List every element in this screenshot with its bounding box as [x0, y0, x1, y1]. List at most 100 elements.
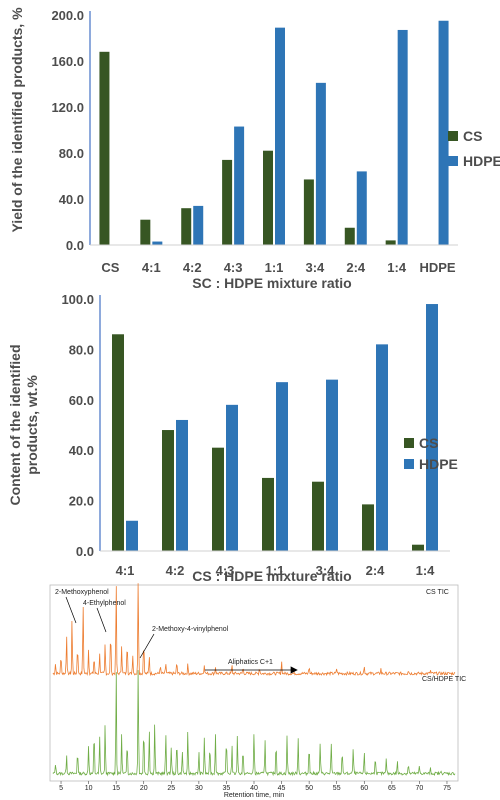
x-tick-label: HDPE — [419, 260, 455, 275]
legend-swatch-hdpe — [404, 459, 414, 469]
legend-label-cs: CS — [463, 128, 482, 144]
x-tick-label: 1:1 — [265, 260, 284, 275]
x-tick-label: 3:4 — [305, 260, 325, 275]
bar-hdpe-4-2 — [193, 205, 204, 245]
bar-hdpe-1-1 — [276, 382, 288, 551]
x-tick-label: 40 — [250, 785, 258, 792]
y-tick-label: 0.0 — [76, 544, 94, 559]
x-tick-label: 4:3 — [216, 563, 235, 578]
bar-hdpe-3-4 — [315, 82, 326, 245]
y-tick-label: 80.0 — [59, 146, 84, 161]
x-tick-label: CS — [101, 260, 119, 275]
bar-hdpe-2-4 — [376, 344, 388, 551]
bar-cs-1-4 — [412, 544, 424, 551]
chart2-y-axis-title-line2: products, wt.% — [24, 375, 40, 475]
x-tick-label: 25 — [167, 785, 175, 792]
y-tick-label: 200.0 — [51, 8, 84, 23]
bar-cs-4-1 — [140, 219, 151, 245]
bar-cs-3-4 — [312, 481, 324, 551]
x-tick-label: 55 — [333, 785, 341, 792]
tic-chromatogram: CS TIC CS/HDPE TIC 2-Methoxyphenol 4-Eth… — [49, 583, 466, 799]
bar-hdpe-4-1 — [152, 241, 163, 245]
bar-cs-cs — [99, 51, 110, 245]
chart1-plot-area: 0.0 40.0 80.0 120.0 160.0 200.0 CS 4:1 4:2 4:3 1:1… — [51, 8, 458, 275]
yield-bar-chart: Yield of the identified products, % SC :… — [9, 7, 500, 290]
legend-label-hdpe: HDPE — [463, 153, 500, 169]
bar-hdpe-2-4 — [356, 171, 367, 245]
annotation-aliphatics: Aliphatics C+1 — [228, 659, 273, 666]
bar-cs-4-2 — [181, 208, 192, 245]
annotation-4-ethylphenol: 4-Ethylphenol — [83, 600, 126, 607]
chart1-x-axis-title: SC : HDPE mixture ratio — [192, 275, 351, 290]
chart2-plot-area: 0.0 20.0 40.0 60.0 80.0 100.0 4:1 4:2 4:3 1:1 3:4 2… — [61, 292, 450, 578]
bar-hdpe-3-4 — [326, 379, 338, 551]
legend-swatch-cs — [448, 131, 458, 141]
bar-hdpe-1-1 — [275, 27, 285, 246]
legend-swatch-hdpe — [448, 156, 458, 166]
y-tick-label: 80.0 — [69, 342, 94, 357]
x-tick-label: 3:4 — [316, 563, 336, 578]
x-tick-label: 20 — [140, 785, 148, 792]
bar-hdpe-hdpe — [438, 20, 449, 245]
y-tick-label: 40.0 — [69, 443, 94, 458]
x-tick-label: 50 — [305, 785, 313, 792]
x-tick-label: 2:4 — [346, 260, 366, 275]
x-tick-label: 5 — [59, 785, 63, 792]
content-bar-chart: Content of the identified products, wt.%… — [7, 292, 458, 584]
x-tick-label: 10 — [85, 785, 93, 792]
annotation-arrows — [65, 596, 298, 674]
arrow-ethylphenol — [96, 607, 107, 633]
y-tick-label: 0.0 — [66, 238, 84, 253]
chart2-y-axis-title-line1: Content of the identified — [7, 345, 23, 506]
x-tick-label: 1:4 — [387, 260, 407, 275]
chart2-x-axis-title: CS : HDPE mixture ratio — [192, 568, 351, 584]
x-tick-label: 15 — [112, 785, 120, 792]
bar-hdpe-4-1 — [126, 520, 138, 551]
bar-cs-2-4 — [344, 227, 355, 245]
bar-hdpe-4-3 — [226, 404, 238, 551]
x-tick-label: 70 — [416, 785, 424, 792]
x-tick-label: 1:1 — [266, 563, 285, 578]
bar-cs-1-4 — [385, 240, 396, 245]
bar-cs-1-1 — [262, 477, 274, 551]
y-tick-label: 160.0 — [51, 54, 84, 69]
chromatogram-x-axis-title: Retention time, min — [224, 792, 284, 799]
legend-label-cs: CS — [419, 435, 438, 451]
chart1-y-axis-title: Yield of the identified products, % — [9, 7, 25, 233]
bar-cs-4-1 — [112, 334, 124, 551]
x-tick-label: 4:1 — [116, 563, 135, 578]
cs-hdpe-tic-trace — [52, 670, 456, 777]
cs-tic-label: CS TIC — [426, 589, 449, 596]
arrow-aliphatics-head — [290, 666, 298, 674]
x-tick-label: 4:1 — [142, 260, 161, 275]
arrow-methoxyphenol — [65, 596, 77, 624]
x-tick-label: 4:3 — [224, 260, 243, 275]
bar-cs-4-3 — [222, 159, 233, 245]
bar-cs-2-4 — [362, 504, 374, 551]
chart1-legend: CS HDPE — [448, 128, 500, 169]
x-tick-label: 2:4 — [366, 563, 386, 578]
bar-cs-1-1 — [263, 150, 273, 245]
x-tick-label: 35 — [223, 785, 231, 792]
x-tick-label: 4:2 — [183, 260, 202, 275]
arrow-vinylphenol — [139, 633, 155, 659]
bar-hdpe-4-2 — [176, 419, 188, 551]
x-tick-label: 1:4 — [416, 563, 436, 578]
cs-tic-trace — [52, 583, 456, 677]
bar-cs-3-4 — [303, 179, 314, 245]
bar-cs-4-3 — [212, 447, 224, 551]
x-tick-label: 30 — [195, 785, 203, 792]
x-tick-label: 4:2 — [166, 563, 185, 578]
bar-hdpe-4-3 — [234, 126, 245, 245]
y-tick-label: 60.0 — [69, 393, 94, 408]
chart2-legend: CS HDPE — [404, 435, 458, 472]
y-tick-label: 120.0 — [51, 100, 84, 115]
x-tick-label: 45 — [278, 785, 286, 792]
legend-swatch-cs — [404, 438, 414, 448]
x-tick-label: 75 — [443, 785, 451, 792]
x-tick-label: 60 — [360, 785, 368, 792]
legend-label-hdpe: HDPE — [419, 456, 458, 472]
y-tick-label: 40.0 — [59, 192, 84, 207]
annotation-2-methoxyphenol: 2-Methoxyphenol — [55, 589, 109, 596]
bar-hdpe-1-4 — [397, 29, 408, 246]
